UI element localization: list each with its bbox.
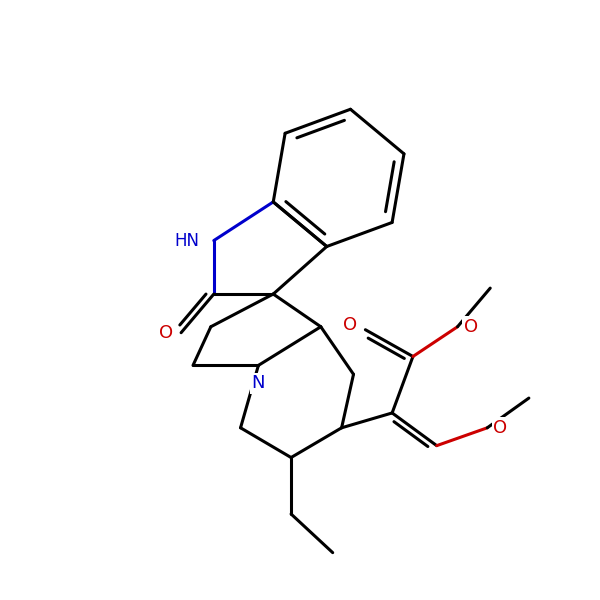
Text: O: O bbox=[159, 323, 173, 341]
Text: O: O bbox=[343, 316, 358, 334]
Text: HN: HN bbox=[175, 232, 200, 250]
Text: O: O bbox=[493, 419, 508, 437]
Text: O: O bbox=[464, 318, 478, 336]
Text: N: N bbox=[251, 374, 265, 392]
